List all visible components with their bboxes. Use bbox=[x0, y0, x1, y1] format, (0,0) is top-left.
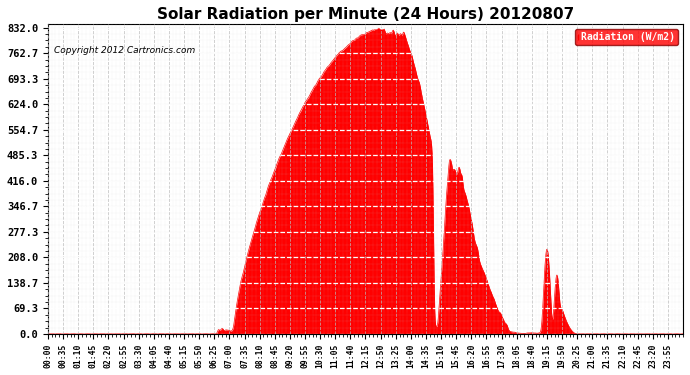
Title: Solar Radiation per Minute (24 Hours) 20120807: Solar Radiation per Minute (24 Hours) 20… bbox=[157, 7, 574, 22]
Legend: Radiation (W/m2): Radiation (W/m2) bbox=[575, 29, 678, 45]
Text: Copyright 2012 Cartronics.com: Copyright 2012 Cartronics.com bbox=[55, 46, 195, 55]
